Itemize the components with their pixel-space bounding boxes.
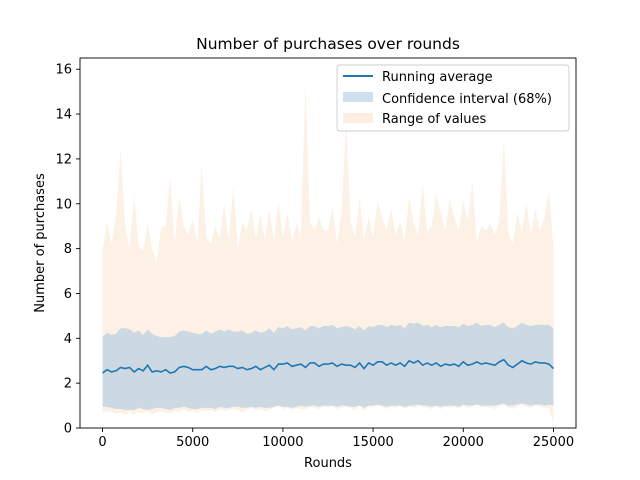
running-average-line (102, 358, 555, 374)
y-tick-label: 14 (55, 108, 72, 123)
legend: Running average Confidence interval (68%… (336, 64, 570, 132)
y-tick-label: 16 (55, 63, 72, 78)
legend-label-range-of-values: Range of values (382, 112, 487, 127)
x-tick-label: 15000 (352, 435, 393, 450)
y-axis-title: Number of purchases (33, 173, 48, 313)
x-tick-label: 20000 (443, 435, 484, 450)
y-tick-label: 6 (64, 287, 72, 302)
x-tick-label: 25000 (533, 435, 574, 450)
y-tick-label: 0 (64, 422, 72, 437)
x-axis-title: Rounds (304, 456, 352, 471)
axes-frame (79, 57, 577, 429)
legend-label-confidence-interval: Confidence interval (68%) (382, 92, 552, 107)
x-tick-label: 10000 (262, 435, 303, 450)
plot-area (102, 82, 555, 424)
y-tick-label: 8 (64, 242, 72, 257)
legend-label-running-average: Running average (382, 70, 493, 85)
chart-title: Number of purchases over rounds (196, 35, 460, 53)
x-axis-ticks: 0 5000 10000 15000 20000 25000 (98, 428, 574, 450)
y-axis-ticks: 0 2 4 6 8 10 12 14 16 (55, 63, 80, 437)
y-tick-label: 12 (55, 152, 72, 167)
y-tick-label: 4 (64, 332, 72, 347)
x-tick-label: 0 (98, 435, 106, 450)
x-tick-label: 5000 (176, 435, 209, 450)
legend-box (336, 64, 570, 132)
y-tick-label: 2 (64, 377, 72, 392)
confidence-interval-band (102, 322, 554, 411)
legend-swatch-confidence-interval (343, 92, 373, 102)
y-tick-label: 10 (55, 197, 72, 212)
legend-swatch-range-of-values (343, 113, 373, 123)
